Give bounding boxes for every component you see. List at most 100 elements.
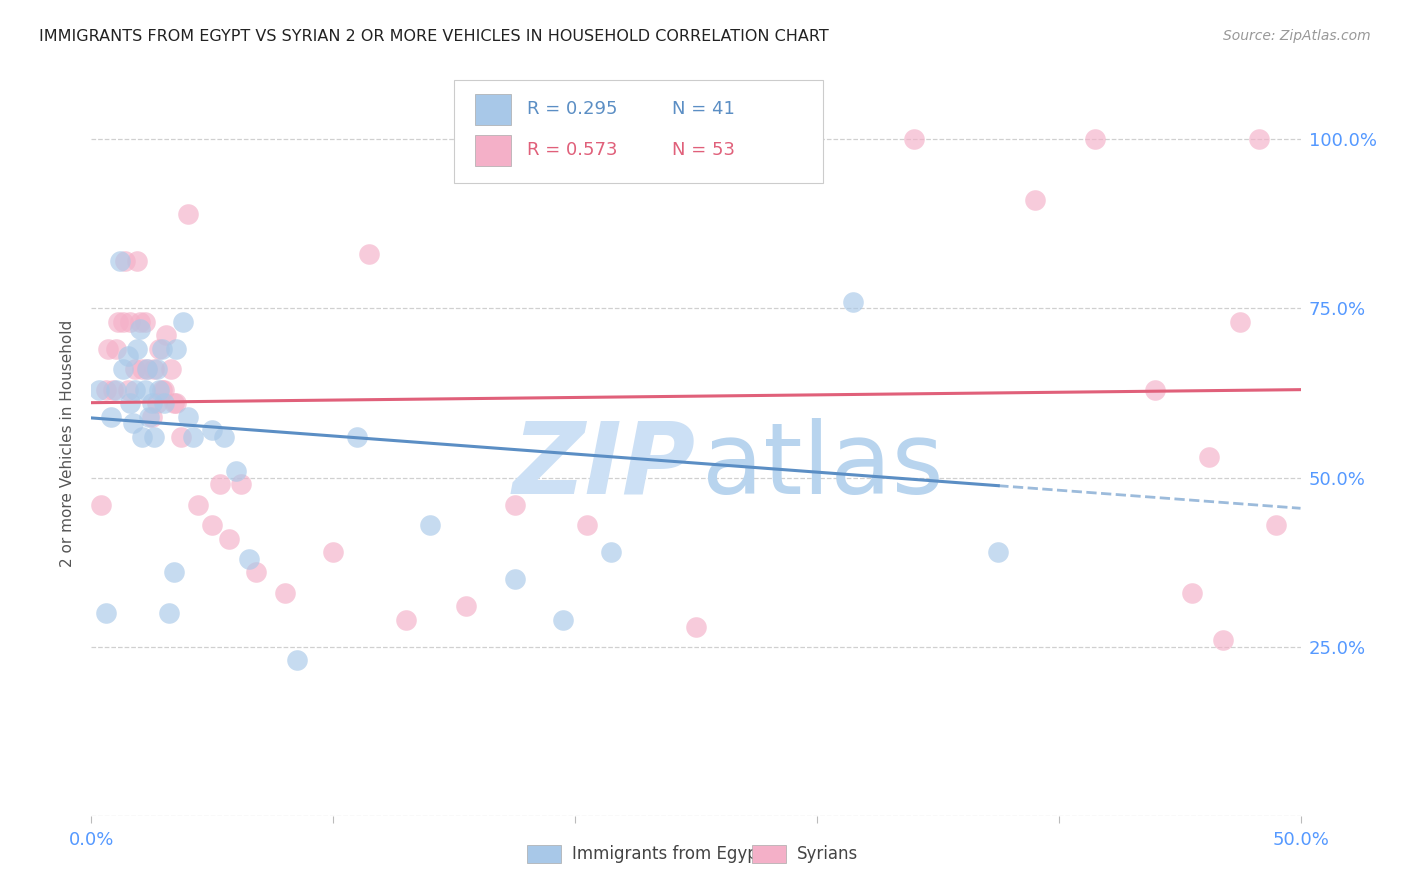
Point [155,328,177,343]
Point [153,396,176,410]
Point [238,552,260,566]
Point [153,383,176,397]
Point [201,423,224,437]
Point [104,342,127,356]
Point [162,566,184,580]
Text: atlas: atlas [702,417,943,515]
Point [150,383,173,397]
Point [128,321,150,335]
Point [124,383,146,397]
Text: N = 41: N = 41 [672,100,735,119]
Point [1265,518,1288,533]
Point [145,362,167,376]
Point [672,132,695,146]
Point [165,396,187,410]
Point [685,619,707,633]
Point [218,532,240,546]
Point [111,362,134,376]
Point [1144,383,1167,397]
Point [170,430,193,444]
Point [172,315,194,329]
Y-axis label: 2 or more Vehicles in Household: 2 or more Vehicles in Household [59,320,75,567]
Point [214,430,236,444]
Point [138,409,160,424]
Point [104,383,127,397]
Text: IMMIGRANTS FROM EGYPT VS SYRIAN 2 OR MORE VEHICLES IN HOUSEHOLD CORRELATION CHAR: IMMIGRANTS FROM EGYPT VS SYRIAN 2 OR MOR… [39,29,830,44]
Point [600,545,623,559]
Point [285,653,308,667]
Point [141,396,163,410]
Point [177,409,200,424]
Point [94,383,117,397]
Point [120,396,142,410]
Point [503,572,526,586]
Point [145,396,167,410]
Point [551,613,574,627]
Point [143,362,166,376]
Point [100,409,122,424]
Point [150,342,173,356]
Point [208,477,231,491]
Point [124,362,146,376]
Point [148,342,170,356]
Point [793,132,815,146]
Point [87,383,110,397]
Point [225,464,247,478]
FancyBboxPatch shape [475,135,510,166]
Point [114,254,136,268]
Point [903,132,925,146]
Text: R = 0.295: R = 0.295 [527,100,617,119]
Point [842,294,865,309]
Point [245,566,267,580]
Point [136,362,159,376]
Point [134,315,156,329]
Point [359,247,381,261]
Point [131,430,153,444]
FancyBboxPatch shape [475,94,510,125]
Point [231,477,253,491]
Point [346,430,368,444]
Point [136,362,159,376]
Point [1249,132,1271,146]
Point [456,599,478,614]
Point [143,430,166,444]
Point [274,586,297,600]
Point [127,254,149,268]
Point [107,315,129,329]
Point [141,409,163,424]
Point [134,383,156,397]
Point [165,342,187,356]
Point [160,362,183,376]
Point [187,498,209,512]
Point [111,315,134,329]
Point [117,383,139,397]
Point [1229,315,1251,329]
Point [131,362,153,376]
Point [503,498,526,512]
Point [110,254,132,268]
Point [1181,586,1204,600]
Point [97,342,120,356]
Point [1198,450,1220,465]
Point [157,606,180,620]
Point [1084,132,1107,146]
Text: R = 0.573: R = 0.573 [527,141,617,160]
Point [128,315,150,329]
Text: ZIP: ZIP [513,417,696,515]
Point [90,498,112,512]
Text: Immigrants from Egypt: Immigrants from Egypt [572,845,765,863]
Point [201,518,224,533]
Point [162,396,184,410]
Point [94,606,117,620]
Point [987,545,1010,559]
Point [395,613,418,627]
Point [1024,193,1046,207]
Point [177,206,200,220]
Point [148,383,170,397]
Text: N = 53: N = 53 [672,141,735,160]
Point [322,545,344,559]
Point [1212,633,1234,648]
Point [576,518,599,533]
Point [117,349,139,363]
Text: Syrians: Syrians [797,845,859,863]
